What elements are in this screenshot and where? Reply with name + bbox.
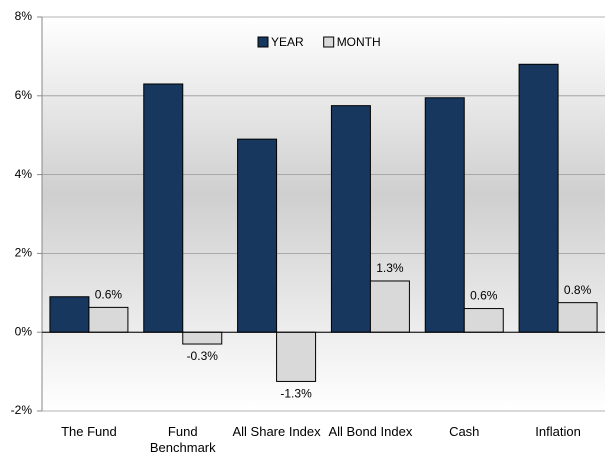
legend-label: YEAR <box>271 35 304 49</box>
data-label: -1.3% <box>280 387 312 401</box>
legend-label: MONTH <box>337 35 381 49</box>
y-tick-label: 2% <box>15 246 33 260</box>
x-tick-label: Cash <box>449 424 480 439</box>
legend-swatch <box>257 36 269 48</box>
x-tick-label: The Fund <box>61 424 117 439</box>
bar <box>518 63 559 333</box>
bar <box>182 331 223 345</box>
bar <box>424 97 465 333</box>
legend-swatch <box>323 36 335 48</box>
bar <box>330 105 371 333</box>
bar <box>143 83 184 333</box>
bar <box>88 306 129 333</box>
x-tick-label: All Bond Index <box>328 424 413 439</box>
data-label: -0.3% <box>187 349 219 363</box>
bar <box>49 296 90 333</box>
bar <box>276 331 317 382</box>
bar <box>237 138 278 333</box>
x-tick-label: All Share Index <box>232 424 321 439</box>
data-label: 1.3% <box>376 261 404 275</box>
data-label: 0.8% <box>564 283 592 297</box>
y-tick-label: 8% <box>15 9 33 23</box>
y-tick-label: 0% <box>15 324 33 338</box>
y-tick-label: 6% <box>15 88 33 102</box>
data-label: 0.6% <box>95 288 123 302</box>
bar <box>463 308 504 333</box>
x-tick-label: Fund Benchmark <box>149 424 216 455</box>
y-tick-label: 4% <box>15 167 33 181</box>
y-tick-label: -2% <box>11 403 33 417</box>
bar <box>369 280 410 333</box>
bar <box>557 302 598 333</box>
x-tick-label: Inflation <box>535 424 581 439</box>
data-label: 0.6% <box>470 289 498 303</box>
plot-area <box>42 17 605 411</box>
